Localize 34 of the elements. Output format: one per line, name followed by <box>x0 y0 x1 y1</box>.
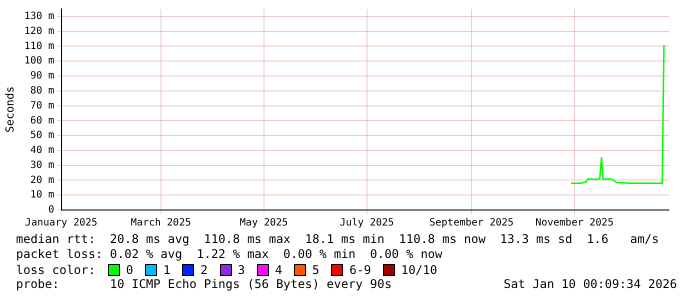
text: packet loss: 0.02 % avg 1.22 % max 0.00 % min 0.00 % now <box>16 247 444 262</box>
y-axis-title: Seconds <box>3 86 16 133</box>
text: 4 <box>274 262 282 276</box>
y-tick-label: 0 <box>48 204 54 216</box>
x-tick-label: November 2025 <box>535 218 614 229</box>
text: 0 <box>126 262 134 276</box>
y-tick-label: 120 m <box>24 26 54 37</box>
text: loss color: <box>16 262 96 276</box>
text: 10/10 <box>401 262 438 276</box>
y-tick-label: 50 m <box>30 130 54 142</box>
y-tick-label: 60 m <box>30 115 54 126</box>
text: 2 <box>200 262 208 276</box>
x-tick-label: September 2025 <box>429 218 514 229</box>
x-tick-label: July 2025 <box>340 218 394 229</box>
text: median rtt: 20.8 ms avg 110.8 ms max 18.1 ms min 110.8 ms now 13.3 ms sd 1.6 am/s <box>16 232 660 247</box>
text: 5 <box>312 262 320 276</box>
x-tick-label: January 2025 <box>25 218 98 229</box>
text: Sat Jan 10 00:09:34 2026 <box>504 277 677 292</box>
y-tick-label: 100 m <box>24 56 54 67</box>
text: 1 <box>163 262 170 276</box>
y-tick-label: 10 m <box>30 190 54 201</box>
x-tick-label: May 2025 <box>240 218 288 229</box>
y-tick-label: 20 m <box>30 174 54 186</box>
text: 6-9 <box>349 262 372 276</box>
y-tick-label: 70 m <box>30 100 54 112</box>
text: probe: 10 ICMP Echo Pings (56 Bytes) every 90s <box>16 277 392 292</box>
y-tick-label: 130 m <box>24 11 54 22</box>
text: 3 <box>238 262 245 276</box>
y-tick-label: 90 m <box>30 70 54 82</box>
x-tick-label: March 2025 <box>130 218 192 229</box>
y-tick-label: 30 m <box>30 160 54 171</box>
y-tick-label: 80 m <box>30 85 54 96</box>
y-tick-label: 110 m <box>24 40 54 52</box>
y-tick-label: 40 m <box>30 145 54 156</box>
